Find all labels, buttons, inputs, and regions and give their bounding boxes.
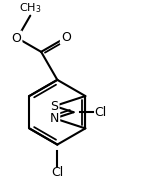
Text: Cl: Cl: [94, 106, 106, 119]
Text: Cl: Cl: [51, 166, 64, 179]
Text: S: S: [51, 100, 59, 112]
Text: CH$_3$: CH$_3$: [19, 1, 41, 15]
Text: O: O: [61, 31, 71, 44]
Text: N: N: [50, 112, 59, 125]
Text: O: O: [12, 31, 21, 45]
